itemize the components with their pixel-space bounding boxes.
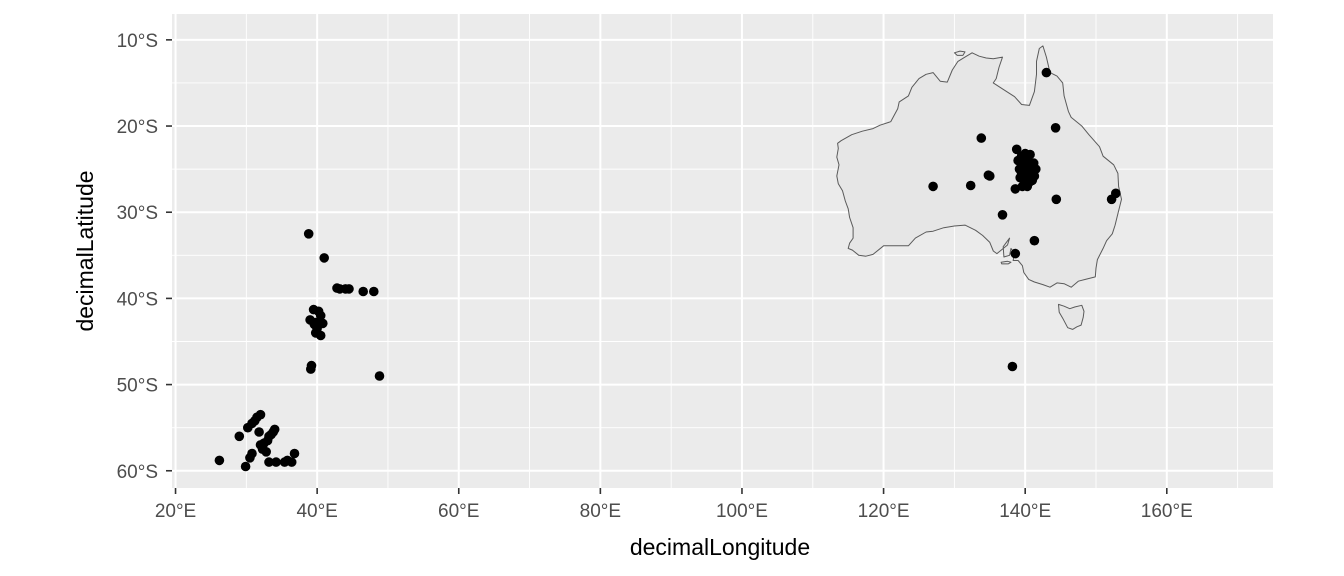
data-point [255, 409, 266, 420]
data-point [240, 461, 251, 472]
land-outline-melville-island [953, 50, 966, 56]
data-point [374, 371, 385, 381]
land-outline-kangaroo-island [1000, 260, 1012, 265]
data-point [315, 310, 326, 321]
data-point [369, 286, 379, 297]
y-axis: 10°S 20°S 30°S 40°S 50°S 60°S [117, 31, 172, 483]
data-point [312, 323, 322, 334]
major-gridlines [172, 14, 1273, 488]
data-point [997, 210, 1008, 220]
data-point [344, 284, 354, 294]
data-point [289, 448, 300, 459]
land-outline-australia [836, 45, 1122, 288]
panel-background [172, 14, 1273, 488]
x-tick-label: 60°E [438, 501, 479, 522]
data-point [306, 364, 316, 374]
y-tick-label: 50°S [117, 376, 158, 397]
data-point [1029, 235, 1040, 246]
y-axis-title: decimalLatitude [72, 170, 98, 331]
data-point [1025, 149, 1035, 160]
data-point [1007, 361, 1018, 372]
data-point [286, 457, 297, 467]
x-tick-label: 160°E [1141, 501, 1193, 522]
data-point [303, 229, 314, 239]
data-point [965, 180, 976, 191]
x-tick-label: 20°E [155, 501, 196, 522]
data-point [1041, 67, 1052, 78]
data-point [261, 447, 272, 457]
x-tick-label: 100°E [716, 501, 768, 522]
data-point [358, 286, 369, 297]
data-point [1031, 164, 1041, 174]
x-tick-label: 80°E [580, 501, 621, 522]
x-tick-label: 140°E [999, 501, 1051, 522]
data-point [1050, 123, 1061, 133]
y-tick-label: 40°S [117, 289, 158, 310]
data-point [264, 457, 274, 467]
y-tick-label: 60°S [117, 462, 158, 483]
data-point [247, 448, 257, 459]
x-tick-label: 120°E [858, 501, 910, 522]
data-point [928, 181, 938, 192]
x-axis-title: decimalLongitude [630, 534, 810, 560]
data-point [234, 431, 245, 442]
data-point [985, 171, 995, 181]
data-point [214, 455, 225, 466]
x-axis: 20°E 40°E 60°E 80°E 100°E 120°E 140°E 160°E [155, 488, 1193, 522]
data-point [319, 253, 330, 263]
data-point [976, 133, 987, 143]
data-point [1111, 188, 1121, 199]
land-outline-tasmania [1058, 303, 1085, 330]
data-point [1010, 248, 1021, 259]
data-point [1051, 194, 1062, 205]
data-point [1011, 144, 1022, 155]
data-point [271, 457, 281, 467]
x-tick-label: 40°E [296, 501, 337, 522]
y-tick-label: 10°S [117, 31, 158, 52]
y-tick-label: 30°S [117, 203, 158, 224]
data-point [269, 424, 280, 435]
occurrence-points [214, 67, 1121, 472]
data-point [254, 427, 264, 437]
land-outlines [836, 45, 1122, 330]
y-tick-label: 20°S [117, 117, 158, 138]
